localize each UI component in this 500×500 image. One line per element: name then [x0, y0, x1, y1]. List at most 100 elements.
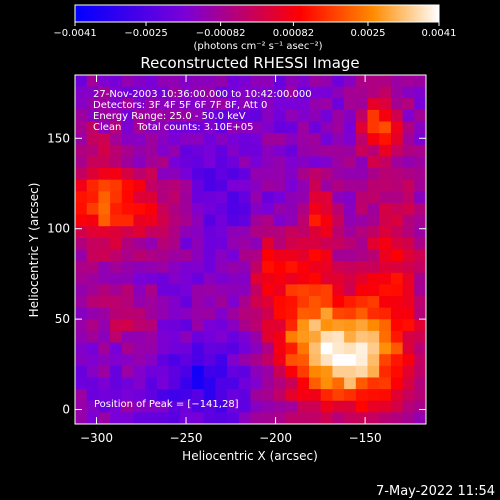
heatmap-cell [344, 400, 357, 413]
heatmap-cell [86, 261, 99, 274]
heatmap-cell [367, 296, 380, 309]
heatmap-cell [180, 296, 193, 309]
heatmap-cell [203, 191, 216, 204]
heatmap-cell [145, 144, 158, 158]
heatmap-cell [192, 191, 205, 204]
heatmap-cell [402, 412, 415, 424]
colorbar-ticks: −0.0041 −0.0025 −0.00082 0.00082 0.0025 0.004… [53, 22, 457, 39]
heatmap-cell [192, 319, 205, 332]
heatmap-cell [332, 261, 345, 274]
heatmap-cell [215, 319, 228, 332]
heatmap-cell [145, 191, 158, 204]
heatmap-cell [168, 330, 181, 344]
heatmap-cell [168, 133, 181, 146]
heatmap-cell [133, 296, 146, 309]
heatmap-cell [285, 377, 298, 390]
heatmap-cell [273, 202, 287, 216]
heatmap-cell [192, 86, 205, 99]
heatmap-cell [320, 202, 333, 216]
heatmap-cell [250, 377, 263, 390]
heatmap-cell [367, 75, 380, 88]
heatmap-cell [145, 121, 158, 134]
heatmap-cell [379, 121, 392, 134]
heatmap-cell [344, 168, 357, 181]
heatmap-cell [168, 249, 181, 262]
heatmap-cell [414, 261, 426, 274]
heatmap-cell [262, 86, 275, 99]
heatmap-cell [320, 98, 333, 111]
heatmap-cell [180, 377, 193, 390]
heatmap-cell [156, 389, 170, 402]
heatmap-cell [180, 319, 193, 332]
heatmap-cell [332, 330, 345, 344]
heatmap-cell [262, 389, 275, 402]
colorbar-tick-label: 0.0025 [350, 28, 385, 39]
heatmap-cell [75, 261, 88, 274]
heatmap-cell [273, 307, 287, 320]
heatmap-cell [227, 307, 240, 320]
heatmap-cell [168, 307, 181, 320]
heatmap-cell [110, 284, 123, 297]
heatmap-cell [390, 400, 404, 413]
annotation-energy-range: Energy Range: 25.0 - 50.0 keV [93, 111, 246, 122]
heatmap-cell [414, 389, 426, 402]
heatmap-cell [98, 98, 111, 111]
heatmap-cell [309, 261, 322, 274]
heatmap-cell [227, 179, 240, 192]
heatmap-cell [133, 86, 146, 99]
heatmap-cell [309, 319, 322, 332]
heatmap-cell [414, 202, 426, 216]
heatmap-cell [121, 272, 135, 285]
heatmap-cell [238, 272, 252, 285]
heatmap-cell [285, 412, 298, 424]
heatmap-cell [390, 330, 404, 344]
heatmap-cell [379, 191, 392, 204]
heatmap-cell [75, 191, 88, 204]
heatmap-cell [379, 226, 392, 239]
heatmap-cell [390, 98, 404, 111]
heatmap-cell [203, 249, 216, 262]
heatmap-cell [121, 354, 135, 367]
heatmap-cell [238, 284, 252, 297]
heatmap-cell [367, 261, 380, 274]
heatmap-cell [156, 237, 170, 251]
heatmap-cell [215, 412, 228, 424]
heatmap-cell [320, 296, 333, 309]
heatmap-cell [379, 330, 392, 344]
heatmap-cell [297, 412, 310, 424]
heatmap-cell [110, 307, 123, 320]
heatmap-cell [390, 319, 404, 332]
heatmap-cell [192, 296, 205, 309]
heatmap-cell [379, 214, 392, 227]
heatmap-cell [414, 354, 426, 367]
heatmap-cell [86, 319, 99, 332]
heatmap-cell [320, 284, 333, 297]
heatmap-cell [402, 342, 415, 355]
heatmap-cell [332, 179, 345, 192]
colorbar-unit-label: (photons cm⁻² s⁻¹ asec⁻²) [193, 41, 322, 52]
heatmap-cell [367, 319, 380, 332]
heatmap-cell [262, 75, 275, 88]
heatmap-cell [309, 191, 322, 204]
heatmap-cell [273, 109, 287, 123]
heatmap-cell [121, 261, 135, 274]
heatmap-cell [227, 191, 240, 204]
heatmap-cell [262, 133, 275, 146]
heatmap-cell [227, 377, 240, 390]
heatmap-cell [297, 296, 310, 309]
heatmap-cell [121, 133, 135, 146]
heatmap-cell [75, 272, 88, 285]
heatmap-cell [402, 400, 415, 413]
heatmap-cell [110, 412, 123, 424]
heatmap-cell [379, 354, 392, 367]
heatmap-cell [215, 307, 228, 320]
heatmap-cell [332, 109, 345, 123]
heatmap-cell [215, 296, 228, 309]
heatmap-cell [110, 156, 123, 169]
heatmap-cell [75, 307, 88, 320]
heatmap-cell [285, 109, 298, 123]
heatmap-cell [390, 86, 404, 99]
heatmap-cell [344, 109, 357, 123]
heatmap-cell [344, 272, 357, 285]
heatmap-cell [98, 307, 111, 320]
